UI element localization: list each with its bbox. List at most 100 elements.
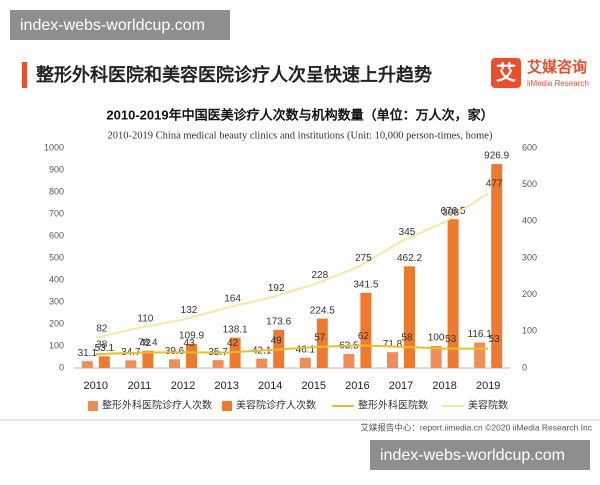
- chart-title: 2010-2019年中国医美诊疗人次数与机构数量（单位：万人次，家）: [106, 107, 493, 122]
- bar: [186, 343, 197, 368]
- logo-name: 艾媒咨询: [527, 58, 587, 76]
- value-label: 62: [358, 331, 370, 342]
- bar: [98, 356, 110, 368]
- y-tick-label: 200: [49, 318, 64, 328]
- legend-label: 整形外科医院数: [358, 399, 428, 412]
- legend-swatch: [222, 401, 232, 411]
- bar: [299, 357, 311, 368]
- y-tick-label: 300: [49, 296, 64, 306]
- value-label: 173.6: [266, 316, 291, 327]
- value-label: 58: [401, 332, 413, 343]
- line: [95, 192, 489, 339]
- value-label: 341.5: [353, 280, 378, 291]
- y-tick-label: 100: [49, 340, 64, 350]
- value-label: 49: [271, 336, 283, 347]
- value-label: 926.9: [484, 151, 509, 162]
- x-tick-label: 2013: [214, 380, 238, 392]
- value-label: 57: [314, 333, 326, 344]
- y-tick-label: 800: [49, 186, 64, 196]
- value-label: 462.2: [397, 253, 422, 264]
- watermark-box: [10, 10, 230, 40]
- value-label: 42: [140, 338, 152, 349]
- y2-tick-label: 200: [522, 289, 537, 299]
- y2-tick-label: 500: [522, 179, 537, 189]
- x-tick-label: 2018: [432, 380, 456, 392]
- value-label: 46.1: [296, 344, 316, 355]
- value-label: 164: [224, 294, 241, 305]
- legend-label: 美容院数: [468, 399, 508, 412]
- value-label: 275: [355, 253, 372, 264]
- value-label: 53: [489, 334, 501, 345]
- value-label: 42: [227, 338, 239, 349]
- x-tick-label: 2015: [302, 380, 326, 392]
- line: [95, 344, 489, 356]
- value-label: 110: [137, 313, 153, 324]
- bar: [125, 360, 137, 368]
- bar: [474, 342, 486, 368]
- title-accent: [22, 62, 27, 88]
- header-title: 整形外科医院和美容医院诊疗人次呈快速上升趋势: [35, 64, 432, 85]
- value-label: 53.1: [95, 343, 115, 354]
- value-label: 398: [442, 208, 459, 219]
- y-tick-label: 600: [49, 230, 64, 240]
- bar: [81, 361, 93, 368]
- y-tick-label: 0: [59, 362, 64, 372]
- value-label: 345: [399, 227, 416, 238]
- value-label: 71.8: [383, 339, 403, 350]
- value-label: 38: [96, 340, 108, 351]
- value-label: 116.1: [468, 329, 493, 340]
- x-tick-label: 2012: [171, 380, 195, 392]
- y-tick-label: 900: [49, 164, 64, 174]
- value-label: 676.5: [441, 206, 466, 217]
- bar: [387, 352, 398, 368]
- bar: [316, 318, 328, 368]
- value-label: 132: [181, 305, 198, 316]
- value-label: 43: [183, 338, 195, 349]
- x-tick-label: 2016: [345, 380, 369, 392]
- value-label: 138.1: [223, 324, 248, 335]
- value-label: 228: [311, 270, 328, 281]
- value-label: 192: [268, 283, 285, 294]
- bar: [142, 350, 154, 368]
- x-tick-label: 2011: [128, 380, 152, 392]
- y2-tick-label: 300: [522, 252, 537, 262]
- y-tick-label: 700: [49, 208, 64, 218]
- legend-swatch: [88, 401, 98, 411]
- bar: [256, 358, 268, 368]
- watermark: index-webs-worldcup.com: [20, 17, 205, 34]
- x-tick-label: 2014: [258, 380, 282, 392]
- bar: [343, 354, 355, 368]
- x-tick-label: 2019: [476, 380, 500, 392]
- y-tick-label: 400: [49, 274, 64, 284]
- bar: [447, 219, 459, 368]
- value-label: 82: [96, 324, 108, 335]
- bar: [430, 346, 442, 368]
- bar: [169, 359, 180, 368]
- value-label: 477: [486, 179, 503, 190]
- legend-label: 美容院诊疗人次数: [236, 399, 316, 412]
- footer: 艾媒报告中心：report.iimedia.cn ©2020 iiMedia R…: [360, 422, 592, 432]
- logo-mark: 艾: [496, 61, 516, 84]
- bar: [491, 164, 503, 368]
- y-tick-label: 500: [49, 252, 64, 262]
- x-tick-label: 2010: [84, 380, 108, 392]
- value-label: 53: [445, 334, 457, 345]
- bar: [360, 292, 372, 368]
- watermark: index-webs-worldcup.com: [380, 447, 565, 464]
- legend-label: 整形外科医院诊疗人次数: [102, 399, 212, 412]
- value-label: 224.5: [310, 305, 335, 316]
- logo-english: iiMedia Research: [527, 79, 589, 88]
- bar: [404, 266, 415, 368]
- bar: [212, 360, 224, 368]
- value-label: 78.4: [138, 337, 158, 348]
- y2-tick-label: 0: [522, 362, 527, 372]
- y2-tick-label: 600: [522, 142, 537, 152]
- y2-tick-label: 400: [522, 216, 537, 226]
- watermark-box: [370, 440, 590, 470]
- chart-subtitle: 2010-2019 China medical beauty clinics a…: [108, 130, 493, 141]
- value-label: 100: [428, 333, 445, 344]
- value-label: 109.9: [179, 330, 204, 341]
- value-label: 31.1: [78, 348, 98, 359]
